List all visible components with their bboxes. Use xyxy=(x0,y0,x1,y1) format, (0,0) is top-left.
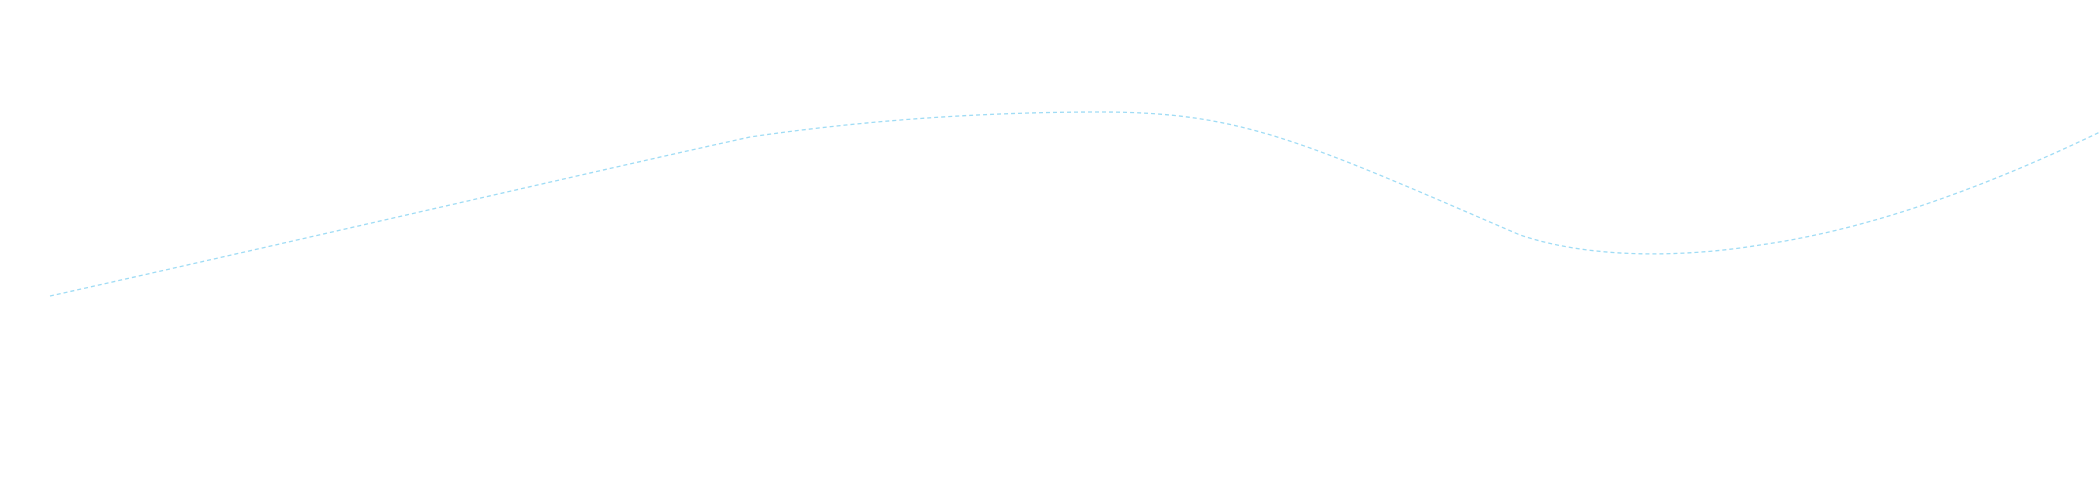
dashed-wave-line xyxy=(49,111,2100,297)
